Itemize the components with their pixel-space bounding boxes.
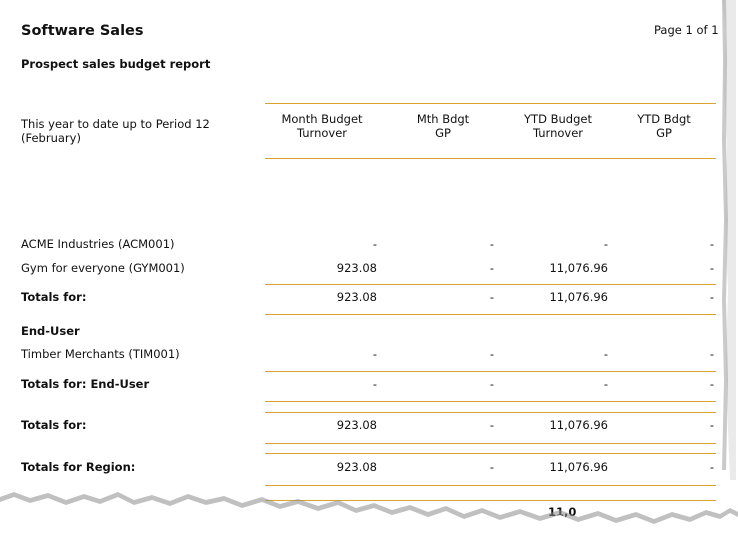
- rule: [265, 371, 716, 372]
- col-header-ytd-bdgt-gp: YTD Bdgt GP: [624, 112, 704, 140]
- rule: [265, 401, 716, 402]
- cell-month-budget: -: [372, 347, 377, 361]
- col-header-line: GP: [435, 126, 451, 140]
- col-header-month-budget-turnover: Month Budget Turnover: [262, 112, 382, 140]
- cell-ytd-budget: -: [603, 237, 608, 251]
- rule: [265, 443, 716, 444]
- col-header-line: YTD Bdgt: [637, 112, 691, 126]
- row-label: Timber Merchants (TIM001): [21, 347, 180, 361]
- cell-mth-gp: -: [489, 418, 494, 432]
- totals-label: Totals for:: [21, 418, 87, 432]
- period-label: This year to date up to Period 12 (Febru…: [21, 117, 231, 145]
- cell-ytd-budget: 11,076.96: [549, 418, 608, 432]
- rule: [265, 500, 716, 501]
- col-header-line: YTD Budget: [524, 112, 592, 126]
- cell-ytd-budget: -: [603, 347, 608, 361]
- header-bottom-rule: [265, 158, 716, 159]
- cell-ytd-budget: 11,076.96: [549, 460, 608, 474]
- cell-mth-gp: -: [489, 290, 494, 304]
- page-indicator: Page 1 of 1: [654, 23, 719, 37]
- row-label: ACME Industries (ACM001): [21, 237, 175, 251]
- cell-month-budget: 923.08: [336, 460, 377, 474]
- cell-ytd-gp: -: [709, 377, 714, 391]
- col-header-line: Turnover: [532, 126, 584, 140]
- cell-ytd-gp: -: [709, 418, 714, 432]
- cell-ytd-budget: 11,076.96: [549, 290, 608, 304]
- cell-mth-gp: -: [489, 377, 494, 391]
- cell-ytd-gp: -: [709, 290, 714, 304]
- cell-month-budget: -: [372, 237, 377, 251]
- cell-month-budget: 923.08: [336, 261, 377, 275]
- period-line-2: (February): [21, 131, 81, 145]
- cell-mth-gp: -: [489, 347, 494, 361]
- group-heading: End-User: [21, 324, 80, 338]
- totals-label: Totals for:: [21, 290, 87, 304]
- rule: [265, 314, 716, 315]
- col-header-line: Month Budget: [281, 112, 363, 126]
- totals-label: Totals for: End-User: [21, 377, 150, 391]
- rule: [265, 284, 716, 285]
- cell-month-budget: 923.08: [336, 418, 377, 432]
- row-label: Gym for everyone (GYM001): [21, 261, 185, 275]
- cell-ytd-gp: -: [709, 237, 714, 251]
- cell-ytd-budget: 11,076.96: [549, 261, 608, 275]
- cell-mth-gp: -: [489, 460, 494, 474]
- totals-label: Totals for Region:: [21, 460, 136, 474]
- rule: [265, 453, 716, 454]
- cell-mth-gp: -: [489, 237, 494, 251]
- report-subtitle: Prospect sales budget report: [21, 57, 211, 71]
- rule: [265, 485, 716, 486]
- cell-ytd-gp: -: [709, 261, 714, 275]
- cell-month-budget: 923.08: [336, 290, 377, 304]
- col-header-line: GP: [656, 126, 672, 140]
- rule: [265, 412, 716, 413]
- cell-mth-gp: -: [489, 261, 494, 275]
- period-line-1: This year to date up to Period 12: [21, 117, 210, 131]
- cell-ytd-gp: -: [709, 347, 714, 361]
- col-header-ytd-budget-turnover: YTD Budget Turnover: [508, 112, 608, 140]
- col-header-line: Mth Bdgt: [416, 112, 470, 126]
- cell-ytd-gp: -: [709, 460, 714, 474]
- cell-ytd-budget: -: [603, 377, 608, 391]
- cell-month-budget: -: [372, 377, 377, 391]
- col-header-mth-bdgt-gp: Mth Bdgt GP: [398, 112, 488, 140]
- header-top-rule: [265, 103, 716, 104]
- report-title: Software Sales: [21, 23, 144, 39]
- col-header-line: Turnover: [296, 126, 348, 140]
